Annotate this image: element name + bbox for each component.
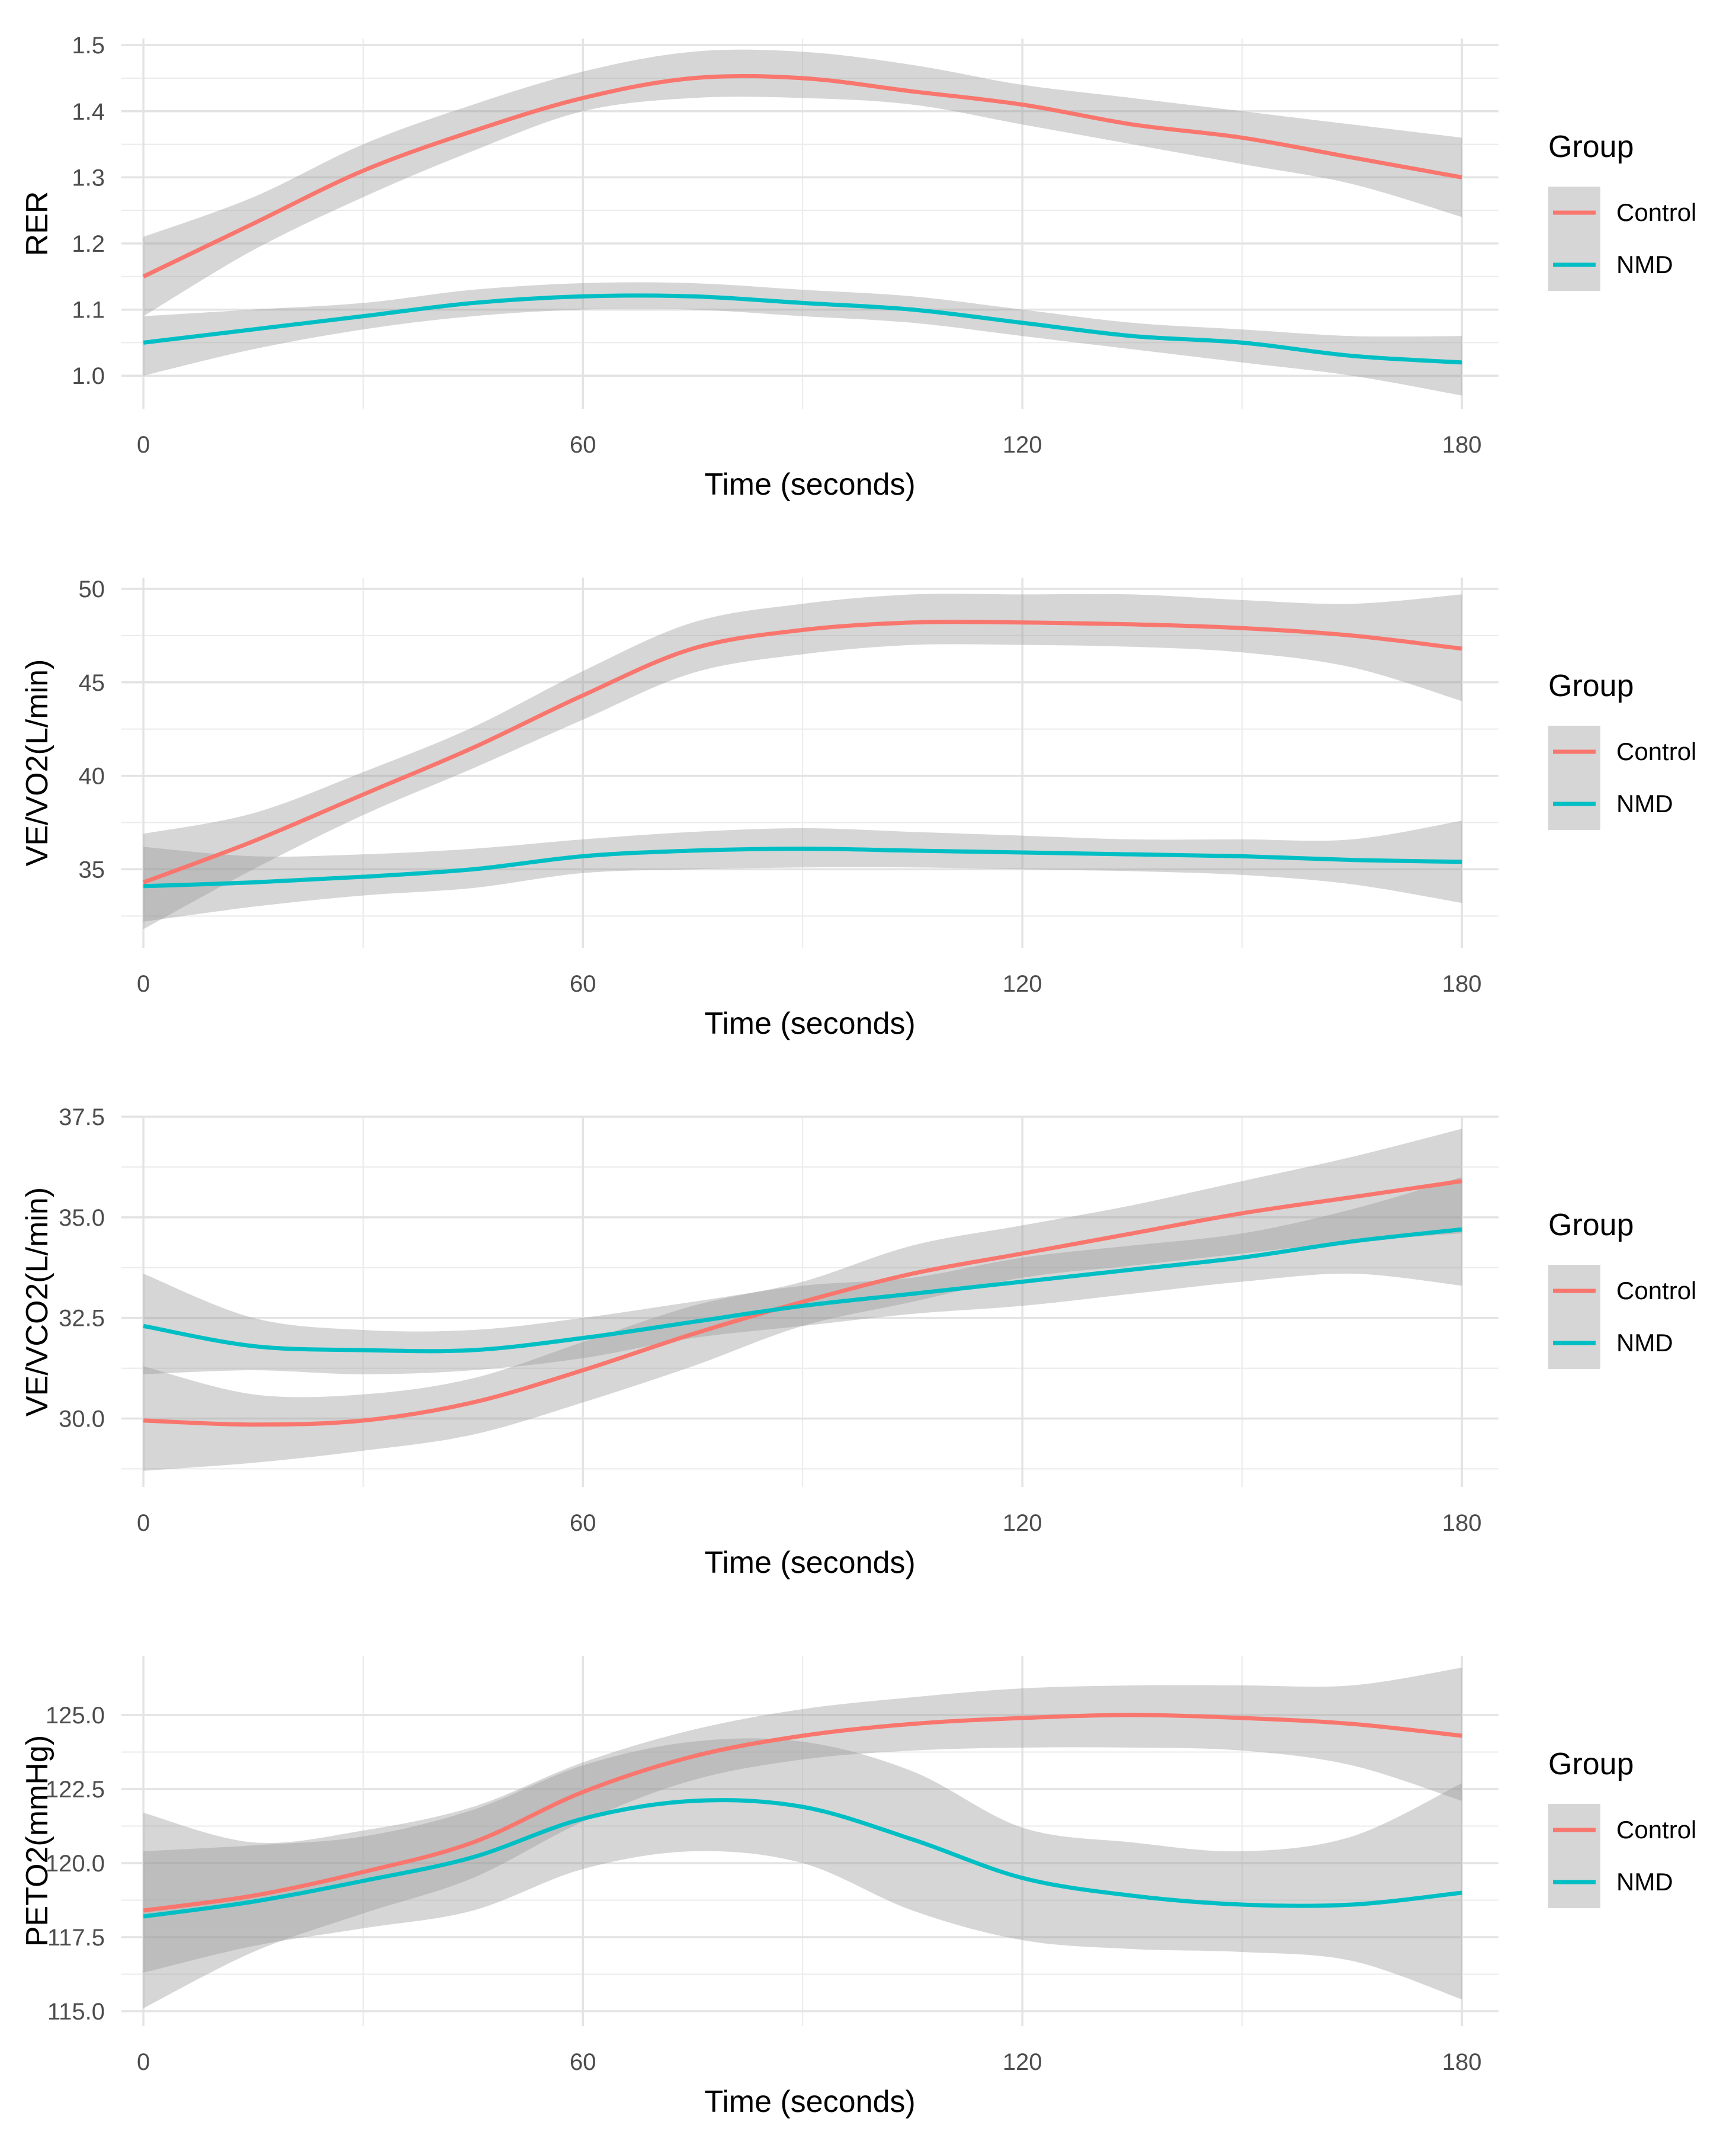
x-axis-title: Time (seconds): [704, 1546, 915, 1580]
y-tick-label: 1.5: [72, 33, 105, 59]
y-axis-title: PETO2(mmHg): [20, 1735, 54, 1947]
x-tick-label: 60: [570, 2049, 596, 2075]
y-tick-label: 1.2: [72, 231, 105, 257]
legend-title: Group: [1548, 130, 1634, 164]
y-tick-label: 50: [79, 576, 105, 602]
y-tick-label: 117.5: [47, 1925, 105, 1951]
series-line-control: [142, 73, 1462, 278]
legend-label-control: Control: [1616, 738, 1696, 765]
legend-label-control: Control: [1616, 1816, 1696, 1844]
legend-title: Group: [1548, 1747, 1634, 1781]
y-tick-label: 125.0: [46, 1703, 105, 1729]
x-axis-title: Time (seconds): [704, 2085, 915, 2119]
x-tick-label: 0: [137, 971, 150, 997]
legend-title: Group: [1548, 669, 1634, 703]
chart-panel-4: 115.0 117.5 120.0 122.5 125.0 0 60 120 180 Time (…: [20, 1656, 1696, 2119]
x-tick-label: 180: [1442, 2049, 1482, 2075]
x-tick-label: 180: [1442, 1510, 1482, 1536]
series-line-control: [143, 1713, 1462, 1913]
y-tick-label: 120.0: [46, 1851, 105, 1877]
y-tick-label: 1.4: [72, 99, 105, 125]
y-tick-label: 122.5: [46, 1777, 105, 1803]
x-tick-label: 120: [1003, 2049, 1042, 2075]
legend: Group Control NMD: [1548, 130, 1696, 291]
legend-label-nmd: NMD: [1616, 790, 1673, 818]
series-line-control: [142, 620, 1462, 884]
grid: [121, 39, 1498, 409]
x-tick-label: 120: [1003, 971, 1042, 997]
legend-label-nmd: NMD: [1616, 251, 1673, 278]
y-tick-label: 37.5: [59, 1104, 105, 1130]
y-tick-label: 1.3: [72, 165, 105, 191]
x-tick-label: 180: [1442, 971, 1482, 997]
x-tick-label: 0: [137, 2049, 150, 2075]
legend: Group Control NMD: [1548, 669, 1696, 830]
y-tick-label: 35: [79, 857, 105, 883]
y-tick-label: 32.5: [59, 1306, 105, 1332]
x-tick-label: 0: [137, 432, 150, 458]
chart-panel-3: 30.0 32.5 35.0 37.5 0 60 120 180 Time (seconds) V…: [20, 1104, 1696, 1580]
confidence-band-nmd: [143, 820, 1462, 922]
series-line-nmd: [143, 1798, 1462, 1919]
y-axis-title: VE/VO2(L/min): [20, 659, 54, 867]
chart-panel-2: 35 40 45 50 0 60 120 180 Time (seconds) VE/VO2(L/…: [20, 576, 1696, 1041]
chart-panel-1: 1.0 1.1 1.2 1.3 1.4 1.5 0 60 120 180 Time (seconds…: [20, 33, 1696, 502]
legend-label-control: Control: [1616, 198, 1696, 226]
legend: Group Control NMD: [1548, 1747, 1696, 1908]
series-line-control: [143, 1179, 1462, 1427]
confidence-band-nmd: [143, 1738, 1462, 1999]
confidence-band-control: [143, 49, 1462, 316]
series-line-nmd: [143, 847, 1462, 889]
confidence-band-nmd: [143, 282, 1462, 396]
confidence-band-nmd: [143, 1177, 1462, 1374]
grid: [121, 1116, 1498, 1487]
legend-label-nmd: NMD: [1616, 1868, 1673, 1896]
x-tick-label: 60: [570, 971, 596, 997]
grid: [121, 578, 1498, 948]
legend-title: Group: [1548, 1208, 1634, 1242]
y-tick-label: 35.0: [59, 1205, 105, 1231]
y-axis-title: RER: [20, 191, 54, 257]
x-axis-title: Time (seconds): [704, 1007, 915, 1041]
x-tick-label: 60: [570, 432, 596, 458]
x-tick-label: 120: [1003, 1510, 1042, 1536]
legend: Group Control NMD: [1548, 1208, 1696, 1369]
x-tick-label: 180: [1442, 432, 1482, 458]
y-tick-label: 115.0: [47, 1999, 105, 2025]
y-tick-label: 45: [79, 670, 105, 696]
series-line-nmd: [143, 293, 1462, 365]
x-axis-title: Time (seconds): [704, 467, 915, 502]
legend-label-control: Control: [1616, 1277, 1696, 1304]
y-tick-label: 30.0: [59, 1406, 105, 1432]
x-tick-label: 0: [137, 1510, 150, 1536]
y-tick-label: 40: [79, 764, 105, 790]
series-line-nmd: [143, 1227, 1462, 1354]
grid: [121, 1656, 1498, 2026]
y-axis-title: VE/VCO2(L/min): [20, 1187, 54, 1416]
y-tick-label: 1.1: [72, 297, 105, 323]
x-tick-label: 60: [570, 1510, 596, 1536]
x-tick-label: 120: [1003, 432, 1042, 458]
y-tick-label: 1.0: [72, 363, 105, 389]
legend-label-nmd: NMD: [1616, 1329, 1673, 1357]
confidence-band-control: [143, 594, 1462, 929]
